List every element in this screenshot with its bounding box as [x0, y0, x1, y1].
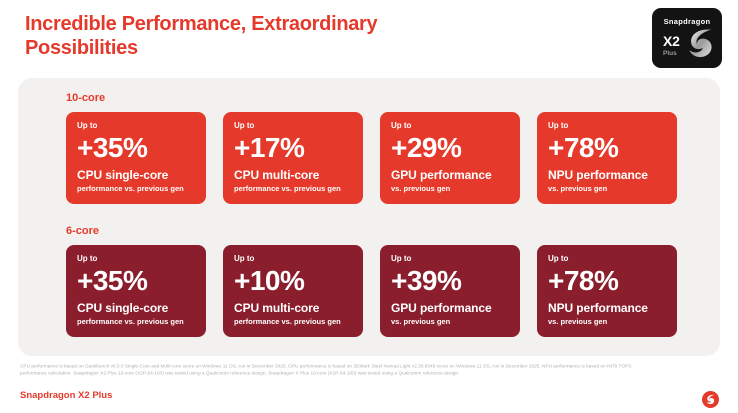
stat-value: +10% — [234, 265, 305, 296]
stat-comparison: performance vs. previous gen — [77, 316, 184, 326]
stat-comparison: performance vs. previous gen — [234, 316, 341, 326]
badge-tier-label: Plus — [663, 50, 677, 57]
stat-prefix: Up to — [548, 254, 569, 263]
stat-comparison: performance vs. previous gen — [234, 183, 341, 193]
stats-row-10-core: Up to +35% CPU single-core performance v… — [66, 112, 677, 204]
stat-card-6core-cpu-single: Up to +35% CPU single-core performance v… — [66, 245, 206, 337]
stat-prefix: Up to — [234, 254, 255, 263]
stat-card-6core-gpu: Up to +39% GPU performance vs. previous … — [380, 245, 520, 337]
stat-prefix: Up to — [391, 254, 412, 263]
section-label-6-core: 6-core — [66, 225, 100, 237]
stat-metric: NPU performance — [548, 167, 648, 182]
stat-metric: CPU single-core — [77, 300, 169, 315]
stat-prefix: Up to — [77, 254, 98, 263]
stat-prefix: Up to — [548, 121, 569, 130]
stat-comparison: vs. previous gen — [391, 183, 451, 193]
stat-card-6core-cpu-multi: Up to +10% CPU multi-core performance vs… — [223, 245, 363, 337]
stat-value: +78% — [548, 132, 619, 163]
stat-metric: CPU single-core — [77, 167, 169, 182]
stat-metric: GPU performance — [391, 167, 492, 182]
stat-metric: CPU multi-core — [234, 300, 320, 315]
stat-prefix: Up to — [77, 121, 98, 130]
disclaimer-line-2: performance calculation. Snapdragon X2 P… — [20, 370, 460, 377]
snapdragon-x2-plus-badge: Snapdragon X2 Plus — [652, 8, 722, 68]
stat-card-10core-cpu-multi: Up to +17% CPU multi-core performance vs… — [223, 112, 363, 204]
stats-row-6-core: Up to +35% CPU single-core performance v… — [66, 245, 677, 337]
badge-model-label: X2 — [663, 33, 680, 49]
stat-comparison: performance vs. previous gen — [77, 183, 184, 193]
stat-value: +35% — [77, 265, 148, 296]
stat-card-6core-npu: Up to +78% NPU performance vs. previous … — [537, 245, 677, 337]
stat-card-10core-cpu-single: Up to +35% CPU single-core performance v… — [66, 112, 206, 204]
stat-prefix: Up to — [234, 121, 255, 130]
disclaimer-text: CPU performance is based on Geekbench v6… — [20, 363, 715, 377]
footer-brand-label: Snapdragon X2 Plus — [20, 390, 113, 401]
stat-value: +78% — [548, 265, 619, 296]
stat-card-10core-gpu: Up to +29% GPU performance vs. previous … — [380, 112, 520, 204]
stat-value: +29% — [391, 132, 462, 163]
badge-brand-label: Snapdragon — [663, 17, 711, 26]
snapdragon-flame-icon — [702, 391, 719, 408]
page-title: Incredible Performance, Extraordinary Po… — [25, 13, 378, 60]
stat-metric: NPU performance — [548, 300, 648, 315]
section-label-10-core: 10-core — [66, 92, 106, 104]
stat-value: +39% — [391, 265, 462, 296]
stat-prefix: Up to — [391, 121, 412, 130]
stat-comparison: vs. previous gen — [548, 183, 608, 193]
snapdragon-flame-icon — [689, 29, 712, 58]
stat-metric: CPU multi-core — [234, 167, 320, 182]
disclaimer-line-1: CPU performance is based on Geekbench v6… — [20, 363, 632, 370]
stat-metric: GPU performance — [391, 300, 492, 315]
stat-comparison: vs. previous gen — [391, 316, 451, 326]
stat-card-10core-npu: Up to +78% NPU performance vs. previous … — [537, 112, 677, 204]
stat-comparison: vs. previous gen — [548, 316, 608, 326]
stats-panel: 10-core Up to +35% CPU single-core perfo… — [18, 78, 720, 356]
stat-value: +35% — [77, 132, 148, 163]
stat-value: +17% — [234, 132, 305, 163]
